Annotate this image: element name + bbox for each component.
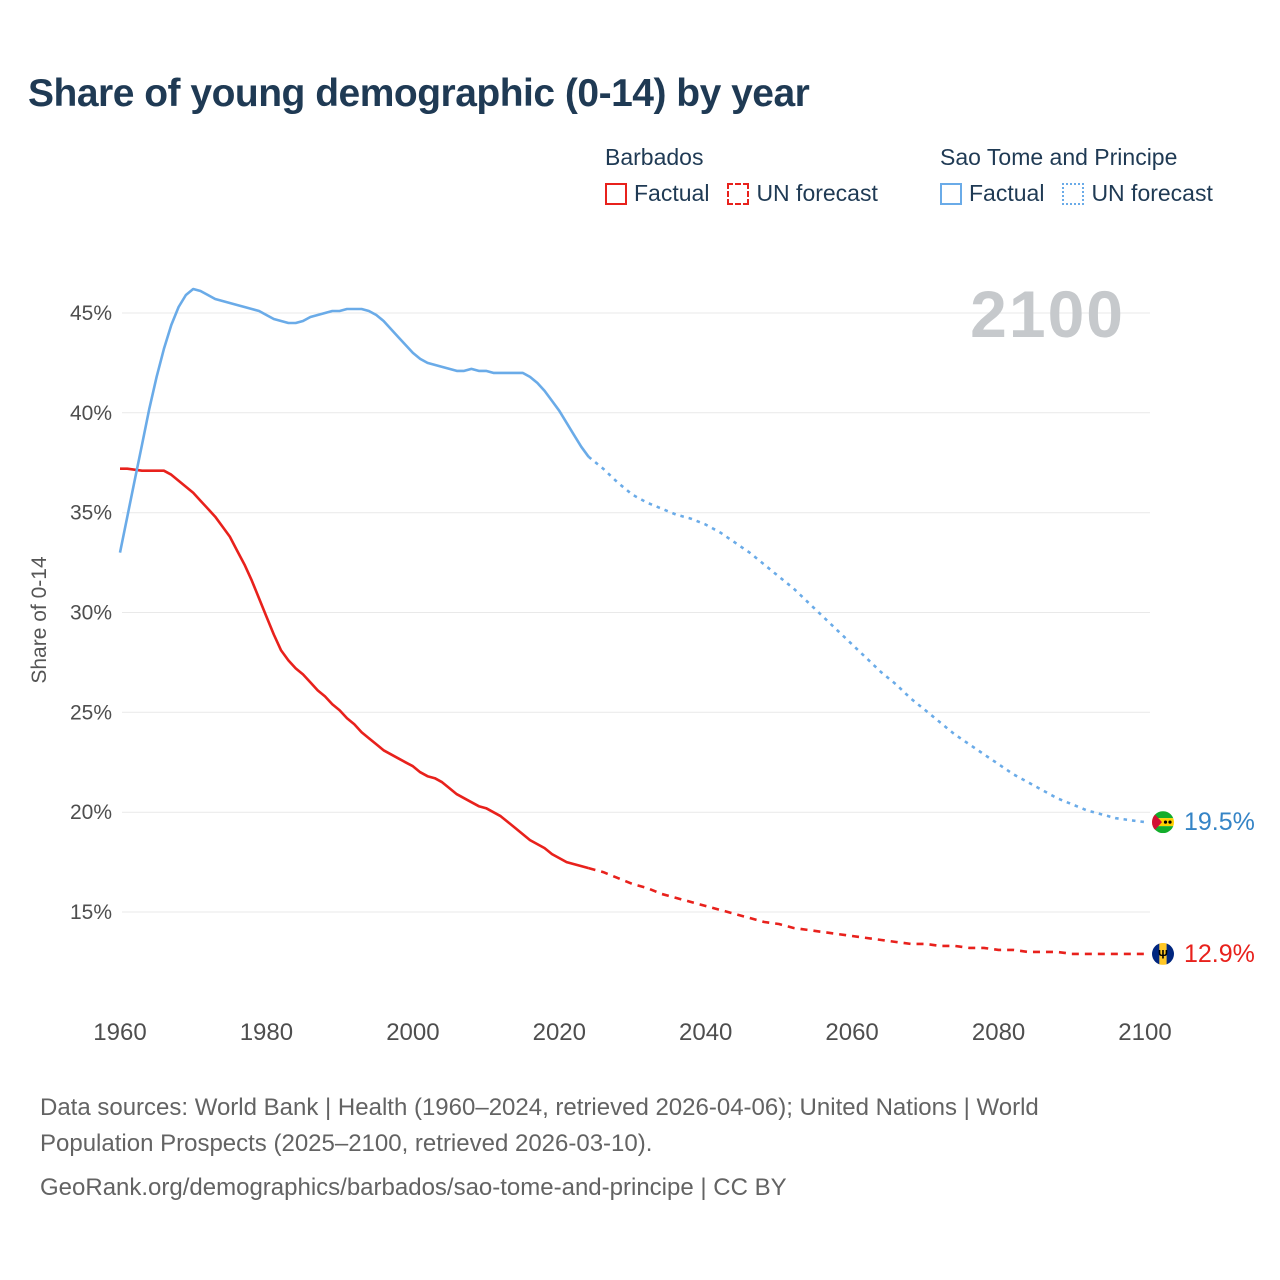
- svg-text:25%: 25%: [70, 701, 112, 724]
- svg-text:40%: 40%: [70, 402, 112, 425]
- svg-text:15%: 15%: [70, 901, 112, 924]
- footer-attribution: GeoRank.org/demographics/barbados/sao-to…: [40, 1174, 787, 1201]
- solid-line-swatch-icon: [605, 182, 627, 205]
- legend-group-name: Sao Tome and Principe: [940, 144, 1178, 170]
- legend-item-label: Factual: [634, 180, 710, 206]
- legend-items: Factual UN forecast: [940, 180, 1213, 207]
- svg-text:1960: 1960: [93, 1019, 146, 1046]
- sao-tome-flag: [1152, 811, 1174, 834]
- legend-items: Factual UN forecast: [605, 180, 878, 207]
- legend-group-name: Barbados: [605, 144, 704, 170]
- svg-text:12.9%: 12.9%: [1184, 940, 1255, 968]
- footer-sources-line-2: Population Prospects (2025–2100, retriev…: [40, 1130, 653, 1157]
- watermark-year: 2100: [970, 277, 1125, 351]
- footer: Data sources: World Bank | Health (1960–…: [40, 1090, 1039, 1206]
- svg-text:2080: 2080: [972, 1019, 1025, 1046]
- svg-text:2020: 2020: [533, 1019, 586, 1046]
- legend-item-label: UN forecast: [1091, 180, 1213, 206]
- svg-text:2060: 2060: [825, 1019, 878, 1046]
- solid-line-swatch-icon: [940, 182, 962, 205]
- svg-text:1980: 1980: [240, 1019, 293, 1046]
- svg-text:30%: 30%: [70, 602, 112, 625]
- svg-text:45%: 45%: [70, 302, 112, 325]
- svg-text:Share of 0-14: Share of 0-14: [28, 556, 51, 684]
- legend-item-barbados-factual[interactable]: Factual: [605, 180, 709, 207]
- legend-group-barbados: Barbados Factual UN forecast: [605, 144, 878, 207]
- legend-item-barbados-forecast[interactable]: UN forecast: [727, 180, 878, 207]
- svg-text:20%: 20%: [70, 801, 112, 824]
- svg-text:35%: 35%: [70, 502, 112, 525]
- svg-text:Ψ: Ψ: [1158, 947, 1168, 961]
- legend-item-label: UN forecast: [756, 180, 878, 206]
- barbados-flag: Ψ: [1152, 942, 1174, 965]
- legend-item-sao-tome-forecast[interactable]: UN forecast: [1062, 180, 1213, 207]
- chart-title: Share of young demographic (0-14) by yea…: [28, 72, 810, 115]
- dotted-line-swatch-icon: [1062, 182, 1085, 205]
- legend-item-sao-tome-factual[interactable]: Factual: [940, 180, 1044, 207]
- svg-text:2040: 2040: [679, 1019, 732, 1046]
- svg-text:19.5%: 19.5%: [1184, 808, 1255, 836]
- svg-text:2000: 2000: [386, 1019, 439, 1046]
- dashed-line-swatch-icon: [727, 182, 750, 205]
- legend-item-label: Factual: [969, 180, 1045, 206]
- footer-sources-line-1: Data sources: World Bank | Health (1960–…: [40, 1094, 1039, 1121]
- svg-text:2100: 2100: [1118, 1019, 1171, 1046]
- legend-group-sao-tome: Sao Tome and Principe Factual UN forecas…: [940, 144, 1213, 207]
